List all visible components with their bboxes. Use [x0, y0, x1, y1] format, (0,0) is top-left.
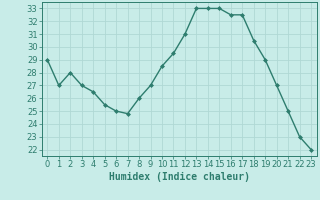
- X-axis label: Humidex (Indice chaleur): Humidex (Indice chaleur): [109, 172, 250, 182]
